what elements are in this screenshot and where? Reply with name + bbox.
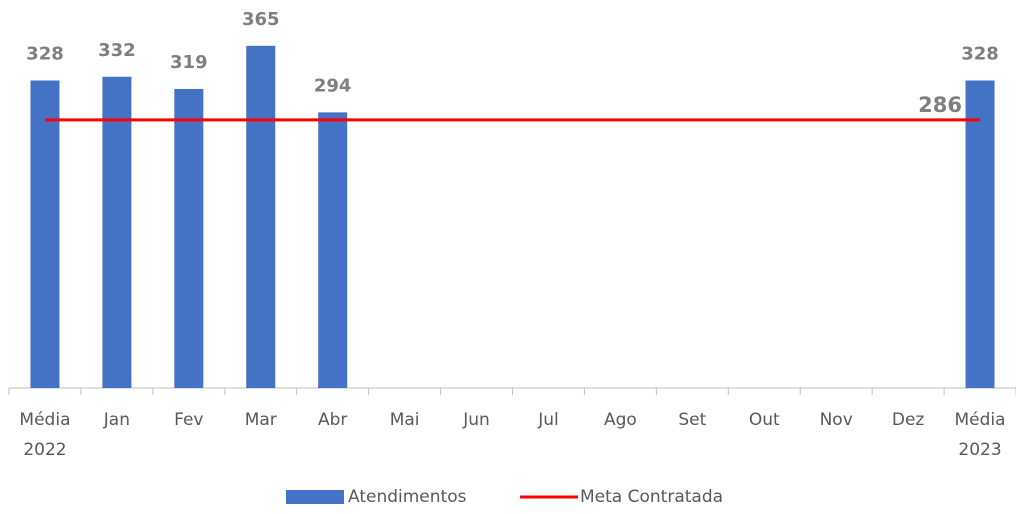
data-label: 286 (918, 93, 962, 117)
x-tick-label: Média 2023 (955, 410, 1006, 460)
data-label: 328 (26, 44, 64, 65)
x-tick-label: Mar (245, 410, 277, 430)
x-tick-label: Jul (537, 410, 559, 430)
legend-label: Atendimentos (348, 487, 467, 507)
x-tick-label: Abr (318, 410, 347, 430)
bar (318, 112, 348, 388)
x-tick-label: Jun (462, 410, 490, 430)
x-tick-label: Out (749, 410, 780, 430)
x-tick-label: Média 2022 (19, 410, 70, 460)
x-tick-label: Fev (174, 410, 203, 430)
data-label: 294 (314, 75, 352, 96)
bar (30, 80, 60, 388)
data-label: 332 (98, 40, 136, 61)
x-tick-label: Ago (604, 410, 637, 430)
legend-label: Meta Contratada (580, 487, 723, 507)
x-tick-label: Dez (892, 410, 925, 430)
bar (965, 80, 995, 388)
legend-swatch (286, 490, 344, 504)
data-label: 319 (170, 52, 208, 73)
x-tick-label: Nov (820, 410, 853, 430)
bar (174, 88, 204, 388)
x-tick-label: Set (678, 410, 706, 430)
data-label: 365 (242, 9, 280, 30)
x-tick-label: Jan (103, 410, 130, 430)
bar (102, 76, 132, 388)
data-label: 328 (961, 44, 999, 65)
x-tick-label: Mai (390, 410, 420, 430)
bar (246, 45, 276, 388)
